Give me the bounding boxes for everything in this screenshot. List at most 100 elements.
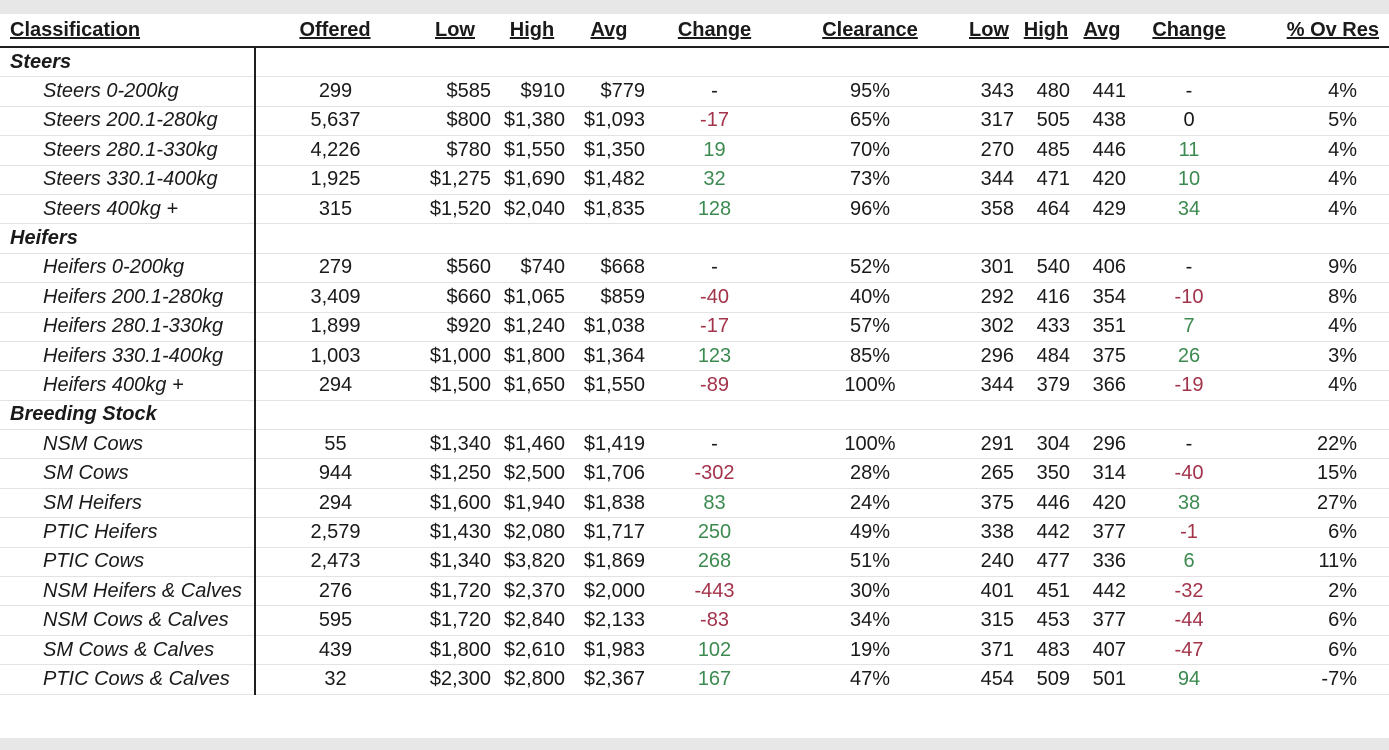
offered-cell: 55 (255, 429, 415, 460)
high-cents-cell: 350 (1018, 458, 1074, 489)
high-price-cell: $2,370 (495, 576, 569, 607)
classification-cell: Steers 280.1-330kg (0, 135, 256, 166)
low-cents-cell: 301 (960, 253, 1018, 284)
low-price-cell: $1,520 (415, 194, 495, 225)
empty-cell (415, 223, 495, 254)
avg-cents-cell: 314 (1074, 458, 1130, 489)
low-cents-cell: 358 (960, 194, 1018, 225)
avg-cents-cell: 420 (1074, 488, 1130, 519)
change-cell: 167 (649, 664, 780, 695)
header-clearance: Clearance (780, 14, 960, 48)
high-price-cell: $1,240 (495, 312, 569, 342)
header-high: High (495, 14, 569, 48)
avg-cents-cell: 446 (1074, 135, 1130, 166)
table-row: Steers 280.1-330kg 4,226 $780 $1,550 $1,350 1… (0, 135, 1389, 166)
low-price-cell: $1,800 (415, 635, 495, 666)
header-low: Low (415, 14, 495, 48)
classification-cell: NSM Heifers & Calves (0, 576, 256, 607)
low-price-cell: $1,250 (415, 458, 495, 489)
clearance-cell: 51% (780, 547, 960, 578)
high-cents-cell: 442 (1018, 517, 1074, 548)
change-cents-cell: 10 (1130, 165, 1248, 195)
avg-price-cell: $1,482 (569, 165, 649, 195)
clearance-cell: 52% (780, 253, 960, 284)
empty-cell (255, 47, 415, 78)
ov-res-cell: 8% (1248, 282, 1389, 313)
high-cents-cell: 485 (1018, 135, 1074, 166)
low-cents-cell: 302 (960, 312, 1018, 342)
empty-cell (1248, 47, 1389, 78)
table-row: PTIC Cows 2,473 $1,340 $3,820 $1,869 268 51% 24… (0, 547, 1389, 578)
offered-cell: 3,409 (255, 282, 415, 313)
offered-cell: 2,579 (255, 517, 415, 548)
table-row: Heifers 280.1-330kg 1,899 $920 $1,240 $1,038… (0, 312, 1389, 342)
change-cents-cell: - (1130, 253, 1248, 284)
high-cents-cell: 471 (1018, 165, 1074, 195)
header-avg: Avg (569, 14, 649, 48)
avg-cents-cell: 375 (1074, 341, 1130, 372)
classification-cell: SM Cows (0, 458, 256, 489)
header-ov-res: % Ov Res (1248, 14, 1389, 48)
table-row: Steers 0-200kg 299 $585 $910 $779-95% 343 480 4… (0, 76, 1389, 107)
high-price-cell: $1,380 (495, 106, 569, 137)
ov-res-cell: 15% (1248, 458, 1389, 489)
change-cents-cell: 26 (1130, 341, 1248, 372)
avg-price-cell: $1,835 (569, 194, 649, 225)
low-cents-cell: 401 (960, 576, 1018, 607)
low-price-cell: $1,720 (415, 605, 495, 636)
classification-cell: Heifers 280.1-330kg (0, 312, 256, 342)
classification-cell: PTIC Heifers (0, 517, 256, 548)
high-cents-cell: 453 (1018, 605, 1074, 636)
empty-cell (960, 223, 1018, 254)
avg-cents-cell: 354 (1074, 282, 1130, 313)
table-row: Heifers 0-200kg 279 $560 $740 $668-52% 301 540… (0, 253, 1389, 284)
avg-price-cell: $1,869 (569, 547, 649, 578)
change-cell: 102 (649, 635, 780, 666)
change-cell: 128 (649, 194, 780, 225)
low-price-cell: $920 (415, 312, 495, 342)
table-row: PTIC Heifers 2,579 $1,430 $2,080 $1,717 250 49… (0, 517, 1389, 548)
high-price-cell: $1,940 (495, 488, 569, 519)
avg-price-cell: $2,000 (569, 576, 649, 607)
ov-res-cell: 5% (1248, 106, 1389, 137)
low-cents-cell: 343 (960, 76, 1018, 107)
high-cents-cell: 484 (1018, 341, 1074, 372)
change-cents-cell: - (1130, 76, 1248, 107)
table-row: SM Cows & Calves 439 $1,800 $2,610 $1,983 102… (0, 635, 1389, 666)
empty-cell (649, 223, 780, 254)
header-avg-cents: Avg (1074, 14, 1130, 48)
report-sheet: Classification Offered Low High Avg Chan… (0, 14, 1389, 738)
clearance-cell: 65% (780, 106, 960, 137)
low-cents-cell: 371 (960, 635, 1018, 666)
classification-cell: Steers 200.1-280kg (0, 106, 256, 137)
change-cents-cell: -44 (1130, 605, 1248, 636)
section-row: Heifers (0, 223, 1389, 254)
change-cell: -443 (649, 576, 780, 607)
change-cell: 268 (649, 547, 780, 578)
empty-cell (1018, 47, 1074, 78)
high-cents-cell: 464 (1018, 194, 1074, 225)
change-cell: 32 (649, 165, 780, 195)
table-row: SM Cows 944 $1,250 $2,500 $1,706 -302 28% 265 35… (0, 458, 1389, 489)
clearance-cell: 85% (780, 341, 960, 372)
clearance-cell: 57% (780, 312, 960, 342)
empty-cell (1018, 223, 1074, 254)
low-cents-cell: 344 (960, 165, 1018, 195)
clearance-cell: 100% (780, 370, 960, 401)
table-row: Steers 330.1-400kg 1,925 $1,275 $1,690 $1,48… (0, 165, 1389, 195)
offered-cell: 279 (255, 253, 415, 284)
offered-cell: 595 (255, 605, 415, 636)
high-price-cell: $2,500 (495, 458, 569, 489)
high-price-cell: $2,800 (495, 664, 569, 695)
offered-cell: 294 (255, 370, 415, 401)
clearance-cell: 70% (780, 135, 960, 166)
change-cents-cell: 11 (1130, 135, 1248, 166)
clearance-cell: 19% (780, 635, 960, 666)
table-row: NSM Heifers & Calves 276 $1,720 $2,370 $2,00… (0, 576, 1389, 607)
change-cell: - (649, 76, 780, 107)
empty-cell (1130, 400, 1248, 431)
avg-cents-cell: 420 (1074, 165, 1130, 195)
offered-cell: 1,003 (255, 341, 415, 372)
cattle-sale-table: Classification Offered Low High Avg Chan… (0, 14, 1389, 695)
avg-cents-cell: 377 (1074, 517, 1130, 548)
